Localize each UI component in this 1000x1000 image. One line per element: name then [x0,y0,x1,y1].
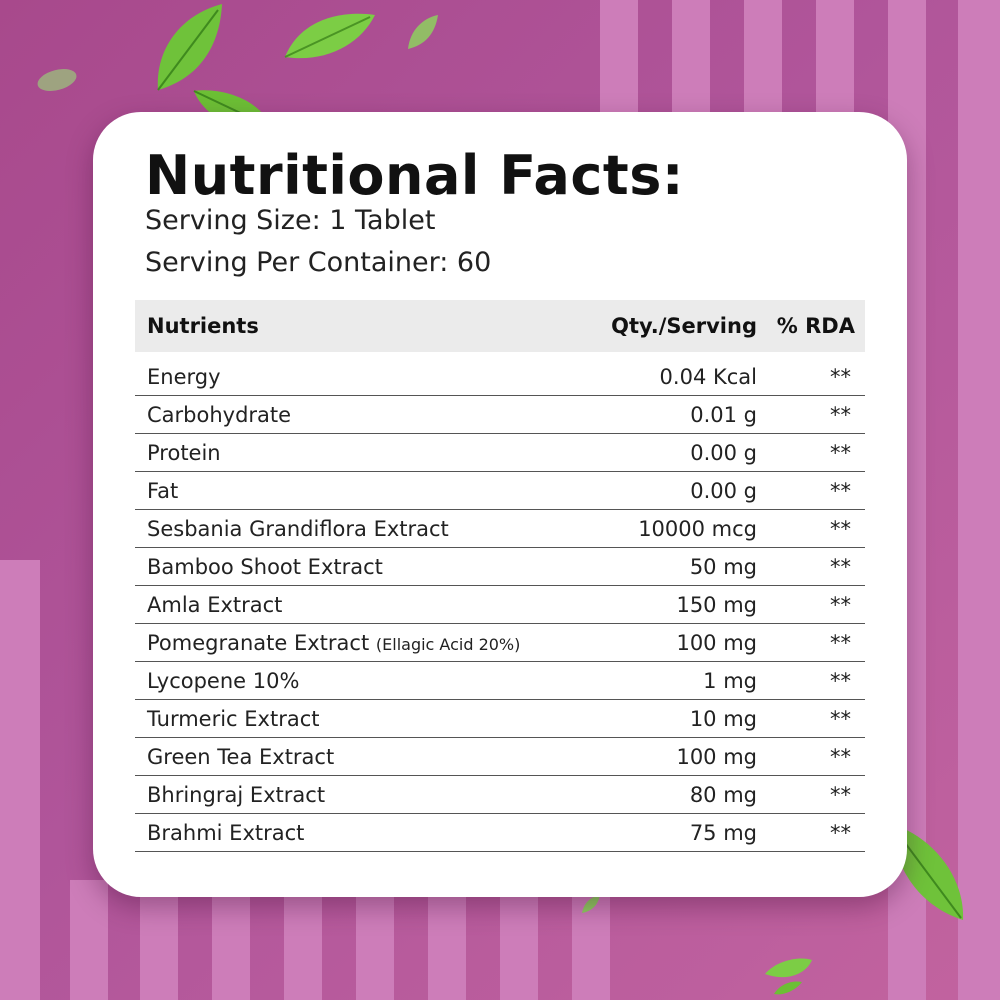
rda-cell: ** [830,820,851,845]
rda-cell: ** [830,592,851,617]
serving-size: Serving Size: 1 Tablet [145,205,436,236]
nutrient-cell: Brahmi Extract [135,821,607,845]
qty-cell: 0.04 Kcal [659,364,757,389]
rda-cell: ** [830,706,851,731]
serving-per-container: Serving Per Container: 60 [145,247,492,278]
leaf-icon [765,958,812,995]
rda-cell: ** [830,630,851,655]
nutrient-cell: Fat [135,479,607,503]
qty-cell: 0.00 g [690,478,757,503]
stripe [70,880,108,1000]
table-row: Bamboo Shoot Extract 50 mg ** [135,548,865,586]
nutrient-cell: Bamboo Shoot Extract [135,555,607,579]
nutrient-cell: Sesbania Grandiflora Extract [135,517,607,541]
table-row: Pomegranate Extract (Ellagic Acid 20%) 10… [135,624,865,662]
table-row: Sesbania Grandiflora Extract 10000 mcg ** [135,510,865,548]
nutrient-name: Carbohydrate [147,402,292,427]
rda-cell: ** [830,364,851,389]
table-row: Turmeric Extract 10 mg ** [135,700,865,738]
stripe [672,0,710,120]
nutrient-cell: Green Tea Extract [135,745,607,769]
table-row: Green Tea Extract 100 mg ** [135,738,865,776]
stripe [958,0,1000,1000]
nutrient-cell: Pomegranate Extract (Ellagic Acid 20%) [135,631,607,655]
qty-cell: 0.00 g [690,440,757,465]
qty-cell: 10000 mcg [638,516,757,541]
qty-cell: 75 mg [689,820,757,845]
nutrient-name: Lycopene 10% [147,668,300,693]
nutrient-cell: Protein [135,441,607,465]
header-qty: Qty./Serving [611,314,757,338]
page-title: Nutritional Facts: [145,144,684,207]
qty-cell: 150 mg [676,592,757,617]
nutrient-name: Bhringraj Extract [147,782,326,807]
leaf-icon [157,4,222,91]
qty-cell: 80 mg [689,782,757,807]
table-row: Fat 0.00 g ** [135,472,865,510]
leaf-icon [284,13,375,59]
nutrition-card: Nutritional Facts: Serving Size: 1 Table… [93,112,907,897]
stripe [356,880,394,1000]
nutrient-name: Brahmi Extract [147,820,305,845]
stripe [500,880,538,1000]
qty-cell: 100 mg [676,630,757,655]
stripe [600,0,638,120]
nutrient-cell: Carbohydrate [135,403,607,427]
nutrient-name: Sesbania Grandiflora Extract [147,516,449,541]
rda-cell: ** [830,440,851,465]
table-row: Brahmi Extract 75 mg ** [135,814,865,852]
stripe [284,880,322,1000]
stripe [744,0,782,120]
table-body: Energy 0.04 Kcal ** Carbohydrate 0.01 g ** Pro… [135,358,865,852]
stripe [212,880,250,1000]
nutrient-name: Energy [147,364,221,389]
qty-cell: 0.01 g [690,402,757,427]
table-row: Lycopene 10% 1 mg ** [135,662,865,700]
rda-cell: ** [830,744,851,769]
nutrient-name: Turmeric Extract [147,706,320,731]
table-row: Carbohydrate 0.01 g ** [135,396,865,434]
leaf-icon [582,895,600,913]
nutrient-name: Green Tea Extract [147,744,335,769]
header-nutrients: Nutrients [147,314,259,338]
rda-cell: ** [830,478,851,503]
table-row: Energy 0.04 Kcal ** [135,358,865,396]
qty-cell: 1 mg [703,668,757,693]
nutrient-cell: Energy [135,365,607,389]
nutrition-table: Nutrients Qty./Serving % RDA Energy 0.04 … [135,300,865,852]
rda-cell: ** [830,668,851,693]
nutrient-cell: Amla Extract [135,593,607,617]
nutrient-name: Protein [147,440,221,465]
rda-cell: ** [830,554,851,579]
rda-cell: ** [830,516,851,541]
table-row: Bhringraj Extract 80 mg ** [135,776,865,814]
stripe [140,880,178,1000]
nutrient-cell: Bhringraj Extract [135,783,607,807]
qty-cell: 100 mg [676,744,757,769]
rda-cell: ** [830,402,851,427]
header-rda: % RDA [776,314,855,338]
stripe [428,880,466,1000]
table-row: Protein 0.00 g ** [135,434,865,472]
nutrient-name: Pomegranate Extract [147,630,370,655]
nutrient-name: Fat [147,478,179,503]
nutrient-cell: Turmeric Extract [135,707,607,731]
qty-cell: 50 mg [689,554,757,579]
leaf-icon [37,69,77,91]
stripe [0,560,40,1000]
leaf-icon [408,15,438,49]
nutrient-cell: Lycopene 10% [135,669,607,693]
nutrient-name: Amla Extract [147,592,283,617]
table-header: Nutrients Qty./Serving % RDA [135,300,865,352]
qty-cell: 10 mg [689,706,757,731]
nutrient-name: Bamboo Shoot Extract [147,554,383,579]
table-row: Amla Extract 150 mg ** [135,586,865,624]
nutrient-note: (Ellagic Acid 20%) [375,634,521,654]
rda-cell: ** [830,782,851,807]
stripe [816,0,854,120]
